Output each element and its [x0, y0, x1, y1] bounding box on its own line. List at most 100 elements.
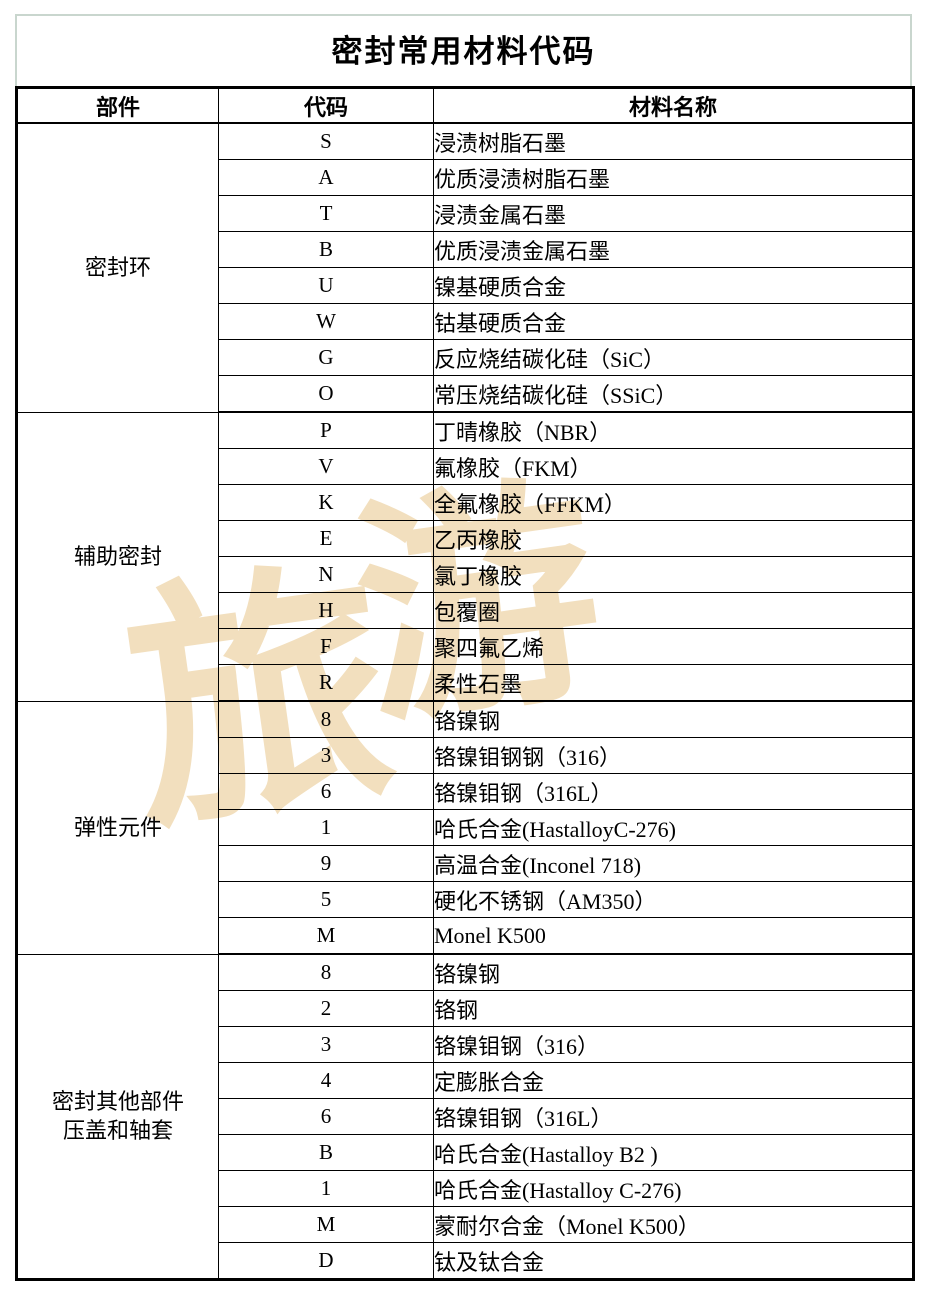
column-header-name: 材料名称 — [433, 86, 914, 124]
table-row: G 反应烧结碳化硅（SiC） — [17, 339, 914, 376]
material-code-cell: 2 — [218, 990, 434, 1027]
material-code-cell: O — [218, 375, 434, 413]
material-code-cell: U — [218, 267, 434, 304]
material-code-cell: R — [218, 664, 434, 702]
material-code-cell: 3 — [218, 737, 434, 774]
part-group-label-line: 密封环 — [84, 254, 151, 280]
material-name-cell: 反应烧结碳化硅（SiC） — [433, 339, 914, 376]
material-name-cell: 优质浸渍金属石墨 — [433, 231, 914, 268]
material-name-cell: 优质浸渍树脂石墨 — [433, 159, 914, 196]
material-name-cell: 镍基硬质合金 — [433, 267, 914, 304]
table-row: 3 铬镍钼钢钢（316） — [17, 737, 914, 774]
table-row: N 氯丁橡胶 — [17, 556, 914, 593]
material-name-cell: 氯丁橡胶 — [433, 556, 914, 593]
part-group-label-line: 压盖和轴套 — [62, 1118, 173, 1144]
material-code-cell: A — [218, 159, 434, 196]
material-code-cell: S — [218, 122, 434, 160]
material-name-cell: 常压烧结碳化硅（SSiC） — [433, 375, 914, 413]
material-name-cell: 铬镍钢 — [433, 953, 914, 991]
table-row: 9 高温合金(Inconel 718) — [17, 845, 914, 882]
material-code-cell: N — [218, 556, 434, 593]
material-name-cell: 全氟橡胶（FFKM） — [433, 484, 914, 521]
document-title-box: 密封常用材料代码 — [15, 14, 912, 86]
material-code-cell: F — [218, 628, 434, 665]
material-code-table: 部件 代码 材料名称 密封环 S 浸渍树脂石墨 A 优质浸渍树脂石墨 T 浸渍金属石墨 B 优质… — [15, 86, 915, 1281]
part-group-label: 弹性元件 — [16, 700, 219, 955]
material-code-cell: B — [218, 1134, 434, 1171]
material-code-cell: 3 — [218, 1026, 434, 1063]
material-code-cell: V — [218, 448, 434, 485]
material-name-cell: 铬镍钼钢钢（316） — [433, 737, 914, 774]
page-title: 密封常用材料代码 — [331, 33, 596, 69]
table-row: 弹性元件 8 铬镍钢 — [16, 700, 914, 955]
material-code-cell: 6 — [218, 773, 434, 810]
material-code-cell: 8 — [218, 953, 434, 991]
table-row: O 常压烧结碳化硅（SSiC） — [17, 375, 914, 413]
table-row: 2 铬钢 — [17, 990, 914, 1027]
material-code-cell: 5 — [218, 881, 434, 918]
part-group-label-line: 弹性元件 — [73, 814, 162, 840]
table-row: 5 硬化不锈钢（AM350） — [17, 881, 914, 918]
material-name-cell: Monel K500 — [433, 917, 914, 955]
table-row: 1 哈氏合金(HastalloyC-276) — [17, 809, 914, 846]
part-group-label-line: 密封其他部件 — [51, 1088, 184, 1114]
table-header-row: 部件 代码 材料名称 — [16, 86, 914, 124]
table-row: H 包覆圈 — [17, 592, 914, 629]
table-body: 密封环 S 浸渍树脂石墨 A 优质浸渍树脂石墨 T 浸渍金属石墨 B 优质浸渍金属石墨 U 镍基硬质… — [16, 122, 914, 1281]
material-code-cell: K — [218, 484, 434, 521]
table-row: 密封环 S 浸渍树脂石墨 — [16, 122, 914, 413]
material-code-cell: G — [218, 339, 434, 376]
material-code-cell: B — [218, 231, 434, 268]
table-row: 3 铬镍钼钢（316） — [17, 1026, 914, 1063]
material-code-cell: W — [218, 303, 434, 340]
table-row: 6 铬镍钼钢（316L） — [17, 1098, 914, 1135]
table-row: R 柔性石墨 — [17, 664, 914, 702]
table-row: 1 哈氏合金(Hastalloy C-276) — [17, 1170, 914, 1207]
material-name-cell: 哈氏合金(Hastalloy C-276) — [433, 1170, 914, 1207]
material-name-cell: 丁晴橡胶（NBR） — [433, 411, 914, 449]
table-row: 6 铬镍钼钢（316L） — [17, 773, 914, 810]
material-name-cell: 铬钢 — [433, 990, 914, 1027]
material-code-cell: M — [218, 1206, 434, 1243]
table-row: B 优质浸渍金属石墨 — [17, 231, 914, 268]
part-group-label-line: 辅助密封 — [73, 543, 162, 569]
material-name-cell: 铬镍钼钢（316L） — [433, 1098, 914, 1135]
material-name-cell: 高温合金(Inconel 718) — [433, 845, 914, 882]
material-code-cell: 1 — [218, 809, 434, 846]
table-row: F 聚四氟乙烯 — [17, 628, 914, 665]
material-name-cell: 包覆圈 — [433, 592, 914, 629]
material-name-cell: 浸渍金属石墨 — [433, 195, 914, 232]
material-name-cell: 硬化不锈钢（AM350） — [433, 881, 914, 918]
material-code-cell: H — [218, 592, 434, 629]
material-name-cell: 氟橡胶（FKM） — [433, 448, 914, 485]
material-code-cell: 6 — [218, 1098, 434, 1135]
material-code-cell: D — [218, 1242, 434, 1281]
material-name-cell: 聚四氟乙烯 — [433, 628, 914, 665]
material-code-cell: 9 — [218, 845, 434, 882]
part-group-label: 密封其他部件 压盖和轴套 — [16, 953, 219, 1280]
material-name-cell: 蒙耐尔合金（Monel K500） — [433, 1206, 914, 1243]
table-row: M 蒙耐尔合金（Monel K500） — [17, 1206, 914, 1243]
material-name-cell: 钛及钛合金 — [433, 1242, 914, 1281]
material-code-sheet: 密封常用材料代码 部件 代码 材料名称 密封环 S 浸渍树脂石墨 A 优质浸渍树脂石墨 T… — [15, 14, 915, 1281]
column-header-code: 代码 — [218, 86, 434, 124]
column-header-part: 部件 — [16, 86, 219, 124]
part-group-label: 密封环 — [16, 122, 219, 413]
material-code-cell: M — [218, 917, 434, 955]
part-group-label: 辅助密封 — [16, 411, 219, 702]
material-name-cell: 钴基硬质合金 — [433, 303, 914, 340]
material-code-cell: E — [218, 520, 434, 557]
material-name-cell: 柔性石墨 — [433, 664, 914, 702]
material-name-cell: 铬镍钼钢（316） — [433, 1026, 914, 1063]
material-code-cell: 8 — [218, 700, 434, 738]
material-name-cell: 哈氏合金(HastalloyC-276) — [433, 809, 914, 846]
table-row: D 钛及钛合金 — [17, 1242, 914, 1281]
material-name-cell: 乙丙橡胶 — [433, 520, 914, 557]
material-name-cell: 哈氏合金(Hastalloy B2 ) — [433, 1134, 914, 1171]
table-row: B 哈氏合金(Hastalloy B2 ) — [17, 1134, 914, 1171]
table-row: 4 定膨胀合金 — [17, 1062, 914, 1099]
table-row: M Monel K500 — [17, 917, 914, 955]
table-row: 密封其他部件 压盖和轴套 8 铬镍钢 — [16, 953, 914, 1280]
material-code-cell: P — [218, 411, 434, 449]
material-name-cell: 定膨胀合金 — [433, 1062, 914, 1099]
